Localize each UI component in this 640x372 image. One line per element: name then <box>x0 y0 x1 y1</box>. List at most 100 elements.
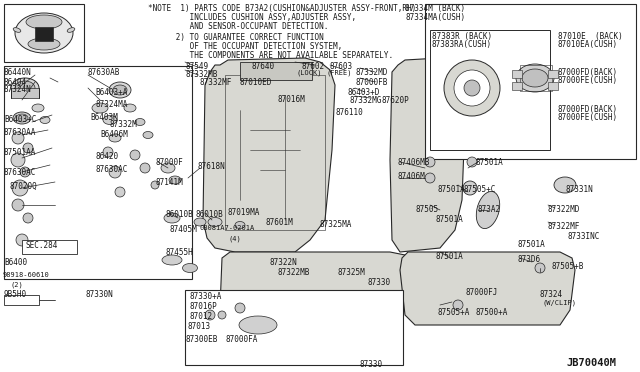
Circle shape <box>151 181 159 189</box>
Ellipse shape <box>13 28 21 32</box>
Ellipse shape <box>16 114 28 122</box>
Ellipse shape <box>169 176 181 184</box>
Text: 87455H: 87455H <box>165 248 193 257</box>
Text: 87000FE(CUSH): 87000FE(CUSH) <box>558 76 618 85</box>
Circle shape <box>140 163 150 173</box>
Text: 87334MA(CUSH): 87334MA(CUSH) <box>405 13 465 22</box>
Ellipse shape <box>476 192 500 228</box>
Circle shape <box>467 157 477 167</box>
Text: 87324MA: 87324MA <box>95 100 127 109</box>
Text: 98918-60610: 98918-60610 <box>3 272 50 278</box>
Bar <box>4 4 84 62</box>
Text: B6403M: B6403M <box>90 113 118 122</box>
Text: (FREE): (FREE) <box>327 70 353 77</box>
Ellipse shape <box>28 38 60 50</box>
Ellipse shape <box>109 134 121 142</box>
Ellipse shape <box>124 104 136 112</box>
Circle shape <box>11 153 25 167</box>
Circle shape <box>535 263 545 273</box>
Text: 87501AA: 87501AA <box>4 148 36 157</box>
Text: 87500+A: 87500+A <box>476 308 508 317</box>
Circle shape <box>23 143 33 153</box>
Text: 873D6: 873D6 <box>518 255 541 264</box>
Text: THE COMPONENTS ARE NOT AVAILABLE SEPARATELY.: THE COMPONENTS ARE NOT AVAILABLE SEPARAT… <box>148 51 393 60</box>
Bar <box>512 82 522 90</box>
Circle shape <box>425 173 435 183</box>
Text: 87325M: 87325M <box>338 268 365 277</box>
Text: 87406M: 87406M <box>398 172 426 181</box>
Text: 86420: 86420 <box>95 152 118 161</box>
Text: 2) TO GUARANTEE CORRECT FUNCTION: 2) TO GUARANTEE CORRECT FUNCTION <box>148 33 324 42</box>
Text: 87020Q: 87020Q <box>10 182 38 191</box>
Text: 87331N: 87331N <box>565 185 593 194</box>
Bar <box>430 30 550 150</box>
Text: 87000FJ: 87000FJ <box>465 288 497 297</box>
Text: 87383RA(CUSH): 87383RA(CUSH) <box>432 40 492 49</box>
Text: 87322MF: 87322MF <box>548 222 580 231</box>
Text: 87620P: 87620P <box>382 96 410 105</box>
Ellipse shape <box>235 221 245 228</box>
Text: AND SENSOR-OCCUPANT DETECTION.: AND SENSOR-OCCUPANT DETECTION. <box>148 22 328 31</box>
Ellipse shape <box>554 177 576 193</box>
Text: *NOTE  1) PARTS CODE B73A2(CUSHION&ADJUSTER ASSY-FRONT,RH): *NOTE 1) PARTS CODE B73A2(CUSHION&ADJUST… <box>148 4 416 13</box>
Text: 87602: 87602 <box>302 62 325 71</box>
Text: 87325MA: 87325MA <box>320 220 353 229</box>
Text: 87322MB: 87322MB <box>278 268 310 277</box>
Bar <box>4 66 192 279</box>
Text: 87501A: 87501A <box>435 252 463 261</box>
Text: 87406MB: 87406MB <box>398 158 430 167</box>
Text: 86010B: 86010B <box>165 210 193 219</box>
Text: B6406M: B6406M <box>100 130 128 139</box>
Text: 87000FD(BACK): 87000FD(BACK) <box>558 68 618 77</box>
Bar <box>240 62 312 80</box>
Text: 87618N: 87618N <box>198 162 226 171</box>
Text: 87501A: 87501A <box>438 185 466 194</box>
Ellipse shape <box>40 116 50 124</box>
Text: 87000FA: 87000FA <box>225 335 257 344</box>
Text: INCLUDES CUSHION ASSY,ADJUSTER ASSY,: INCLUDES CUSHION ASSY,ADJUSTER ASSY, <box>148 13 356 22</box>
Text: 87332MG: 87332MG <box>350 96 382 105</box>
Text: 87501A: 87501A <box>518 240 546 249</box>
Text: 87010E  (BACK): 87010E (BACK) <box>558 32 623 41</box>
Text: 87330+A: 87330+A <box>190 292 222 301</box>
Text: 87630AC: 87630AC <box>95 165 127 174</box>
Text: 87501A: 87501A <box>435 215 463 224</box>
Ellipse shape <box>32 104 44 112</box>
Circle shape <box>235 303 245 313</box>
Text: 876110: 876110 <box>336 108 364 117</box>
Text: 873A2: 873A2 <box>478 205 501 214</box>
Text: 87603: 87603 <box>330 62 353 71</box>
Text: 86404: 86404 <box>4 78 27 87</box>
Ellipse shape <box>182 263 198 273</box>
Ellipse shape <box>161 163 175 173</box>
Text: 87332MF: 87332MF <box>200 78 232 87</box>
Bar <box>548 70 558 78</box>
Bar <box>548 82 558 90</box>
Text: 87505+C: 87505+C <box>464 185 497 194</box>
Text: 87505+A: 87505+A <box>438 308 470 317</box>
Text: 87640: 87640 <box>252 62 275 71</box>
Circle shape <box>20 167 30 177</box>
Circle shape <box>12 199 24 211</box>
Text: 87016P: 87016P <box>190 302 218 311</box>
Text: 87019MA: 87019MA <box>228 208 260 217</box>
Text: 86440N: 86440N <box>4 68 32 77</box>
Text: B6400: B6400 <box>4 258 27 267</box>
Ellipse shape <box>109 82 131 98</box>
Text: 87601M: 87601M <box>265 218 292 227</box>
Text: 87141M: 87141M <box>155 178 183 187</box>
Text: 8733INC: 8733INC <box>568 232 600 241</box>
Circle shape <box>218 311 226 319</box>
Bar <box>11 88 39 98</box>
Circle shape <box>109 166 121 178</box>
Ellipse shape <box>13 112 31 124</box>
Text: 87000F: 87000F <box>155 158 183 167</box>
Ellipse shape <box>135 119 145 125</box>
Circle shape <box>463 181 477 195</box>
Circle shape <box>115 187 125 197</box>
Ellipse shape <box>26 15 62 29</box>
Circle shape <box>205 310 215 320</box>
Bar <box>35 27 53 41</box>
Text: 87383R (BACK): 87383R (BACK) <box>432 32 492 41</box>
Text: 87016M: 87016M <box>278 95 306 104</box>
